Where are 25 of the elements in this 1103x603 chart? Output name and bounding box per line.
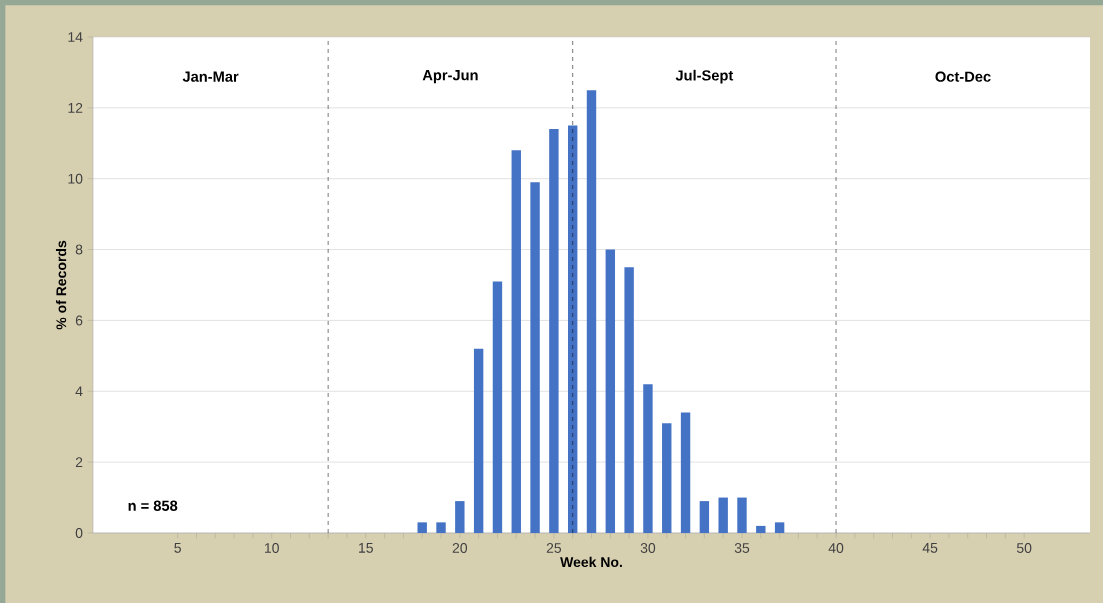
x-tick-label: 25 — [546, 543, 562, 553]
x-tick-label: 50 — [1016, 543, 1032, 553]
annotation: Oct-Dec — [935, 71, 991, 82]
y-tick-label: 14 — [68, 32, 83, 42]
x-tick-label: 30 — [640, 543, 656, 553]
x-tick-label: 10 — [265, 543, 279, 553]
x-tick-label: 40 — [828, 543, 844, 553]
y-tick-label: 0 — [75, 528, 83, 538]
y-tick-label: 6 — [75, 315, 83, 326]
annotation: Apr-Jun — [422, 70, 478, 84]
y-tick-label: 12 — [68, 102, 83, 113]
x-axis-title: Week No. — [560, 556, 622, 568]
y-tick-label: 4 — [75, 386, 83, 397]
x-tick-label: 35 — [734, 543, 750, 553]
y-axis-title: % of Records — [55, 240, 67, 330]
annotation: Jul-Sept — [675, 69, 734, 84]
y-tick-label: 2 — [75, 457, 83, 468]
y-tick-label: 8 — [75, 244, 83, 255]
annotation: n = 858 — [128, 500, 178, 511]
x-tick-label: 15 — [359, 543, 373, 553]
x-tick-label: 20 — [452, 543, 468, 553]
annotation: Jan-Mar — [182, 71, 239, 82]
y-tick-label: 10 — [68, 173, 83, 184]
x-tick-label: 45 — [922, 543, 938, 553]
x-tick-label: 5 — [174, 543, 181, 553]
